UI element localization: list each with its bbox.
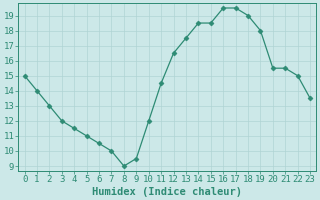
X-axis label: Humidex (Indice chaleur): Humidex (Indice chaleur): [92, 186, 242, 197]
